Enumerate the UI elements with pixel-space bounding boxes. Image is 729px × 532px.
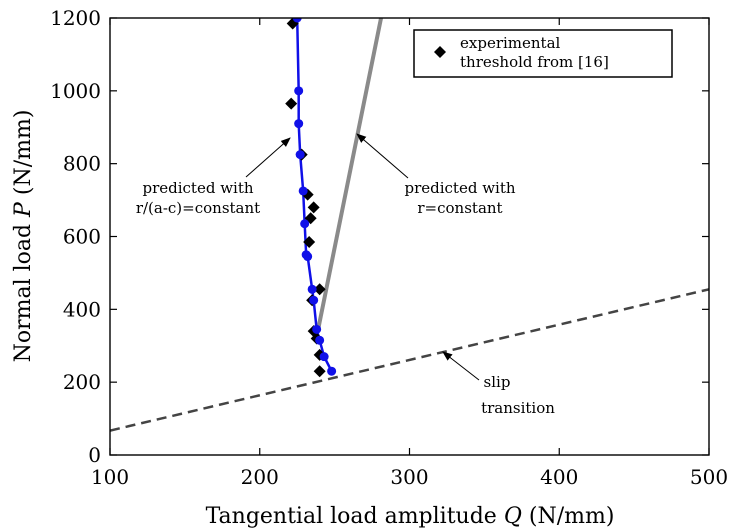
legend-diamond-marker (434, 46, 446, 58)
prediction-point (315, 335, 325, 345)
prediction-point (294, 86, 304, 96)
y-axis: 0 200 400 600 800 1000 1200 (50, 6, 709, 467)
annotation-slip-arrow (442, 351, 480, 381)
x-tick-label: 500 (690, 465, 728, 489)
prediction-point (327, 366, 337, 376)
y-axis-label: Normal load P (N/mm) (11, 110, 36, 363)
prediction-point (309, 295, 319, 305)
slip-transition-line (110, 288, 709, 432)
annotation-slip-line-2: transition (481, 399, 555, 417)
experimental-point (313, 365, 326, 378)
x-tick-label: 400 (540, 465, 578, 489)
annotation-r-a-c-line-1: predicted with (142, 179, 253, 197)
x-tick-label: 100 (91, 465, 129, 489)
legend-box (413, 29, 673, 78)
y-tick-label: 800 (63, 152, 101, 176)
prediction-point (319, 352, 329, 362)
annotation-r-constant-line-2: r=constant (417, 199, 502, 217)
annotation-r-a-c-line-2: r/(a-c)=constant (136, 199, 260, 217)
y-tick-label: 600 (63, 225, 101, 249)
y-tick-label: 0 (88, 443, 101, 467)
x-tick-label: 300 (390, 465, 428, 489)
annotation-r-a-c-constant: predicted with r/(a-c)=constant (136, 137, 291, 217)
x-axis-label: Tangential load amplitude Q (N/mm) (206, 504, 615, 529)
x-axis: 100 200 300 400 500 (91, 18, 728, 489)
prediction-point (292, 18, 302, 23)
experimental-point (307, 201, 320, 214)
prediction-point (295, 150, 305, 160)
annotation-slip-line-1: slip (484, 373, 511, 391)
annotation-r-constant-arrow (356, 133, 409, 179)
prediction-point (312, 324, 322, 334)
prediction-point (303, 252, 313, 262)
annotation-r-a-c-arrow (245, 137, 291, 178)
prediction-point (300, 219, 310, 229)
r-constant-prediction-line (316, 18, 384, 330)
prediction-point (294, 119, 304, 129)
y-tick-label: 400 (63, 297, 101, 321)
legend-label-line-1: experimental (460, 34, 561, 52)
plot-frame (109, 17, 710, 456)
x-tick-label: 200 (241, 465, 279, 489)
legend-label-line-2: threshold from [16] (460, 53, 609, 71)
annotation-slip-transition: slip transition (442, 351, 555, 417)
annotation-r-constant-line-1: predicted with (404, 179, 515, 197)
y-tick-label: 200 (63, 370, 101, 394)
legend: experimental threshold from [16] (413, 29, 673, 78)
experimental-point (285, 97, 298, 110)
experimental-point (303, 235, 316, 248)
y-tick-label: 1000 (50, 79, 101, 103)
prediction-point (298, 186, 308, 196)
prediction-point (307, 284, 317, 294)
y-tick-label: 1200 (50, 6, 101, 30)
experimental-point (313, 283, 326, 296)
annotation-r-constant: predicted with r=constant (356, 133, 516, 217)
